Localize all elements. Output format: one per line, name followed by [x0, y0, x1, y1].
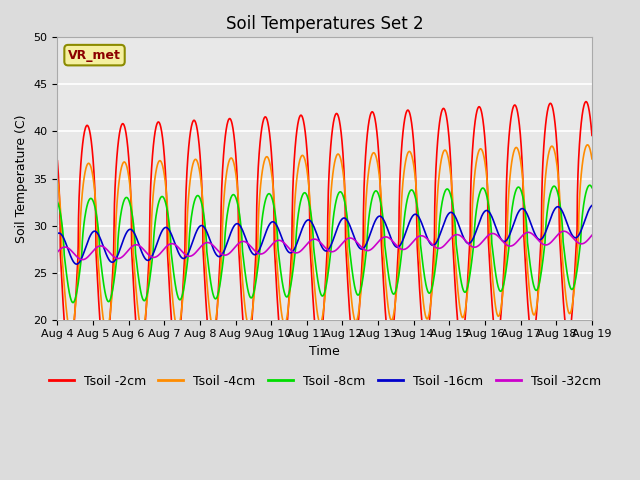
Y-axis label: Soil Temperature (C): Soil Temperature (C): [15, 114, 28, 243]
Tsoil -2cm: [254, 176, 262, 182]
Tsoil -32cm: [54, 249, 61, 255]
Tsoil -4cm: [272, 245, 280, 251]
Tsoil -2cm: [54, 158, 61, 164]
Tsoil -16cm: [419, 223, 426, 228]
Line: Tsoil -2cm: Tsoil -2cm: [58, 102, 592, 361]
Tsoil -16cm: [254, 250, 262, 255]
Tsoil -8cm: [84, 199, 92, 204]
Tsoil -2cm: [419, 326, 426, 332]
Line: Tsoil -8cm: Tsoil -8cm: [58, 185, 592, 302]
Tsoil -16cm: [168, 232, 175, 238]
Line: Tsoil -16cm: Tsoil -16cm: [58, 205, 592, 264]
Tsoil -8cm: [272, 216, 280, 221]
Tsoil -4cm: [84, 160, 92, 166]
Tsoil -16cm: [54, 231, 61, 237]
Tsoil -32cm: [560, 228, 568, 234]
Tsoil -32cm: [419, 233, 426, 239]
Text: VR_met: VR_met: [68, 48, 121, 61]
Tsoil -32cm: [79, 257, 86, 263]
Tsoil -8cm: [586, 182, 594, 188]
Tsoil -2cm: [168, 323, 175, 328]
Tsoil -8cm: [69, 300, 77, 305]
Legend: Tsoil -2cm, Tsoil -4cm, Tsoil -8cm, Tsoil -16cm, Tsoil -32cm: Tsoil -2cm, Tsoil -4cm, Tsoil -8cm, Tsoi…: [44, 370, 605, 393]
Tsoil -4cm: [67, 329, 75, 335]
Tsoil -2cm: [272, 271, 280, 276]
Tsoil -32cm: [168, 241, 175, 247]
Tsoil -2cm: [84, 124, 92, 130]
Tsoil -32cm: [254, 250, 262, 256]
Title: Soil Temperatures Set 2: Soil Temperatures Set 2: [226, 15, 424, 33]
Tsoil -8cm: [419, 259, 426, 265]
Tsoil -16cm: [73, 261, 81, 267]
Tsoil -2cm: [275, 314, 282, 320]
Tsoil -2cm: [582, 99, 590, 105]
Tsoil -4cm: [54, 176, 61, 181]
Tsoil -32cm: [84, 253, 92, 259]
Tsoil -8cm: [168, 255, 175, 261]
X-axis label: Time: Time: [309, 345, 340, 358]
Tsoil -4cm: [168, 287, 175, 293]
Tsoil -32cm: [275, 238, 282, 243]
Tsoil -16cm: [272, 221, 280, 227]
Tsoil -2cm: [588, 132, 596, 138]
Line: Tsoil -32cm: Tsoil -32cm: [58, 231, 592, 260]
Tsoil -4cm: [588, 156, 596, 162]
Tsoil -8cm: [588, 185, 596, 191]
Tsoil -16cm: [275, 226, 282, 232]
Tsoil -8cm: [54, 199, 61, 204]
Tsoil -32cm: [272, 238, 280, 244]
Tsoil -32cm: [588, 232, 596, 238]
Tsoil -4cm: [584, 142, 591, 148]
Tsoil -4cm: [254, 246, 262, 252]
Tsoil -2cm: [65, 359, 73, 364]
Tsoil -8cm: [254, 266, 262, 272]
Tsoil -4cm: [419, 292, 426, 298]
Tsoil -16cm: [84, 237, 92, 243]
Tsoil -4cm: [275, 280, 282, 286]
Tsoil -16cm: [588, 203, 596, 208]
Tsoil -8cm: [275, 250, 282, 256]
Line: Tsoil -4cm: Tsoil -4cm: [58, 145, 592, 332]
